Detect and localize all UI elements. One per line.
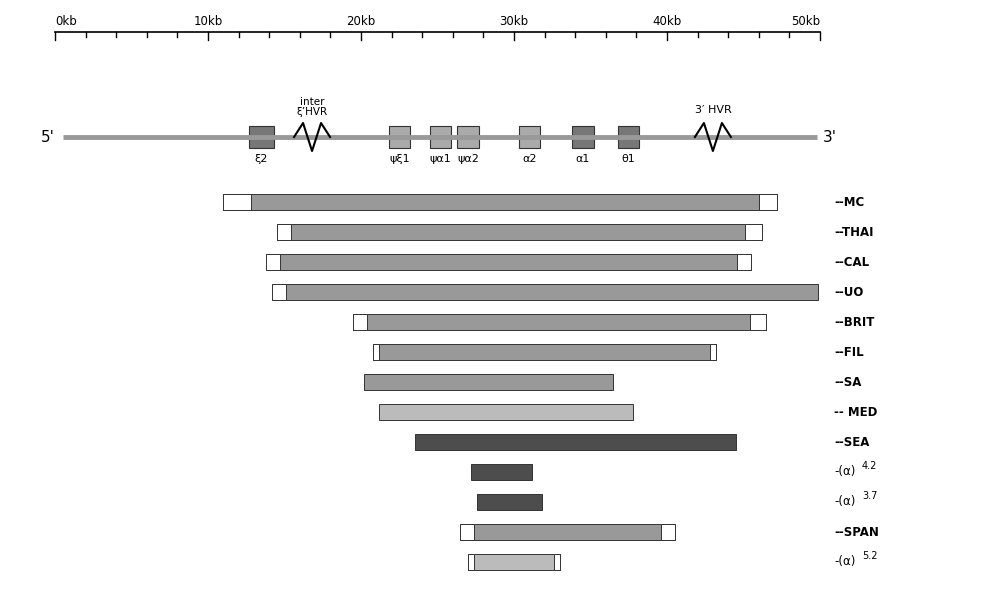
Text: 5.2: 5.2 xyxy=(862,551,878,561)
Text: --SPAN: --SPAN xyxy=(834,526,879,538)
Bar xyxy=(389,126,410,148)
Bar xyxy=(468,554,560,570)
Text: 4.2: 4.2 xyxy=(862,461,877,471)
Bar xyxy=(223,194,777,210)
Bar xyxy=(471,464,532,480)
Text: -(α): -(α) xyxy=(834,495,855,509)
Bar xyxy=(710,344,716,360)
Text: --CAL: --CAL xyxy=(834,256,869,268)
Bar xyxy=(745,224,762,240)
Text: 3′ HVR: 3′ HVR xyxy=(695,105,731,115)
Bar xyxy=(277,224,762,240)
Text: 50kb: 50kb xyxy=(791,15,820,28)
Text: 10kb: 10kb xyxy=(193,15,223,28)
Text: --UO: --UO xyxy=(834,285,863,299)
Text: --BRIT: --BRIT xyxy=(834,316,874,328)
Bar xyxy=(430,126,451,148)
Bar xyxy=(272,284,286,300)
Bar xyxy=(572,126,594,148)
Bar xyxy=(353,314,766,330)
Bar xyxy=(737,254,751,270)
Text: inter: inter xyxy=(300,97,324,107)
Text: --SEA: --SEA xyxy=(834,435,869,449)
Bar xyxy=(277,224,291,240)
Text: 0kb: 0kb xyxy=(55,15,77,28)
Text: 20kb: 20kb xyxy=(346,15,376,28)
Text: -(α): -(α) xyxy=(834,555,855,569)
Text: ψα1: ψα1 xyxy=(430,154,451,164)
Bar xyxy=(379,404,633,420)
Text: 40kb: 40kb xyxy=(652,15,682,28)
Bar xyxy=(661,524,675,540)
Bar xyxy=(477,494,542,510)
Bar xyxy=(266,254,751,270)
Text: 5': 5' xyxy=(41,129,55,144)
Text: α1: α1 xyxy=(576,154,590,164)
Text: 3.7: 3.7 xyxy=(862,491,877,501)
Bar xyxy=(415,434,736,450)
Text: --MC: --MC xyxy=(834,195,864,208)
Bar xyxy=(750,314,766,330)
Text: ψα2: ψα2 xyxy=(457,154,479,164)
Bar xyxy=(460,524,474,540)
Text: -(α): -(α) xyxy=(834,466,855,478)
Text: -- MED: -- MED xyxy=(834,405,877,418)
Text: 3': 3' xyxy=(823,129,837,144)
Text: ξ’HVR: ξ’HVR xyxy=(296,107,328,117)
Text: θ1: θ1 xyxy=(622,154,636,164)
Bar xyxy=(457,126,479,148)
Text: ξ2: ξ2 xyxy=(255,154,268,164)
Text: α2: α2 xyxy=(522,154,537,164)
Bar xyxy=(373,344,379,360)
Text: ψξ1: ψξ1 xyxy=(389,154,410,164)
Text: --FIL: --FIL xyxy=(834,345,864,359)
Bar xyxy=(519,126,540,148)
Bar xyxy=(353,314,367,330)
Bar xyxy=(468,554,474,570)
Bar xyxy=(272,284,818,300)
Bar xyxy=(554,554,560,570)
Bar xyxy=(249,126,274,148)
Bar xyxy=(223,194,251,210)
Bar xyxy=(364,374,613,390)
Bar xyxy=(373,344,716,360)
Bar xyxy=(460,524,675,540)
Text: --SA: --SA xyxy=(834,376,861,388)
Bar xyxy=(759,194,777,210)
Bar xyxy=(266,254,280,270)
Text: --THAI: --THAI xyxy=(834,225,874,239)
Text: 30kb: 30kb xyxy=(499,15,529,28)
Bar xyxy=(618,126,639,148)
